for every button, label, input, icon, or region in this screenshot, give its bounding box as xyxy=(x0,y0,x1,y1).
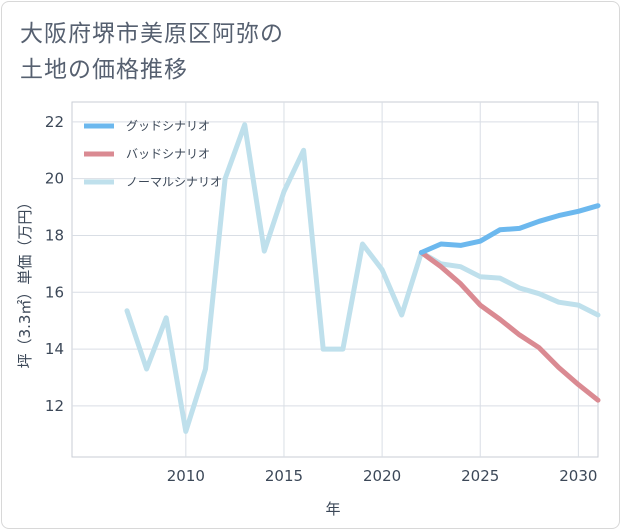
x-tick-label: 2015 xyxy=(265,467,303,485)
series-line-bad xyxy=(418,250,601,403)
chart-title-line-1: 大阪府堺市美原区阿弥の xyxy=(20,21,284,47)
y-tick-label: 22 xyxy=(45,113,64,131)
chart-title: 大阪府堺市美原区阿弥の 土地の価格推移 xyxy=(20,16,284,88)
series-line-good xyxy=(418,203,601,255)
y-tick-label: 18 xyxy=(45,226,64,244)
series-lines xyxy=(124,122,601,434)
axes: 12 14 16 18 20 22 2010 2015 2020 2025 2030 年 坪（3.3㎡）… xyxy=(16,113,597,518)
x-tick-label: 2030 xyxy=(559,467,597,485)
y-tick-label: 16 xyxy=(45,283,64,301)
legend-label-good[interactable]: グッドシナリオ xyxy=(126,119,210,133)
y-tick-label: 14 xyxy=(45,340,64,358)
series-line-normal xyxy=(124,122,601,434)
legend-label-bad[interactable]: バッドシナリオ xyxy=(126,147,210,161)
y-tick-label: 12 xyxy=(45,397,64,415)
x-tick-label: 2020 xyxy=(363,467,401,485)
legend-label-normal[interactable]: ノーマルシナリオ xyxy=(126,175,222,189)
y-axis-label: 坪（3.3㎡）単価（万円） xyxy=(16,195,34,369)
x-axis-label: 年 xyxy=(325,500,340,518)
x-tick-label: 2010 xyxy=(167,467,205,485)
chart-title-line-2: 土地の価格推移 xyxy=(20,57,188,83)
plot-frame xyxy=(71,101,599,458)
x-tick-label: 2025 xyxy=(461,467,499,485)
y-tick-label: 20 xyxy=(45,170,64,188)
grid-lines xyxy=(71,101,599,458)
